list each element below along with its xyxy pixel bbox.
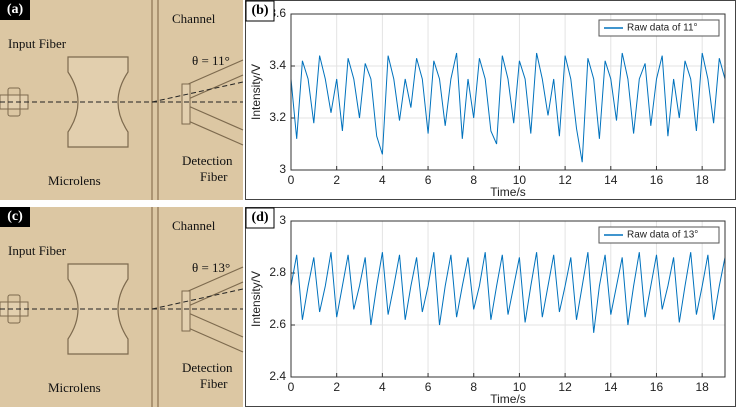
microlens-label: Microlens (48, 173, 101, 188)
x-tick-label: 8 (470, 380, 477, 394)
x-axis-label: Time/s (490, 185, 526, 199)
x-tick-label: 4 (379, 173, 386, 187)
data-line (290, 252, 726, 333)
legend-label: Raw data of 11° (627, 23, 698, 34)
panel-label: (b) (251, 3, 268, 18)
y-tick-label: 3 (279, 162, 286, 176)
x-tick-label: 8 (470, 173, 477, 187)
y-axis-label: Intensity/V (249, 271, 263, 327)
legend-box (598, 19, 720, 37)
x-tick-label: 6 (425, 173, 432, 187)
x-tick-label: 16 (650, 380, 664, 394)
panel-label-box (245, 0, 275, 22)
panel-label-box (245, 207, 275, 229)
input-fiber-label: Input Fiber (8, 36, 67, 51)
x-tick-label: 14 (604, 173, 618, 187)
y-tick-label: 3 (279, 213, 286, 227)
photo-panel: (a) Input Fiber Channel θ = 11° Microlen… (0, 0, 244, 201)
microlens-label: Microlens (48, 380, 101, 395)
y-tick-label: 3.2 (269, 110, 286, 124)
x-tick-label: 16 (650, 173, 664, 187)
x-tick-label: 12 (558, 380, 572, 394)
angle-label: θ = 13° (192, 260, 230, 275)
x-tick-label: 6 (425, 380, 432, 394)
chart: 0 2 4 6 8 10 12 14 16 18 2.4 2.6 2.8 3 Raw data of 13°… (245, 207, 736, 407)
x-tick-label: 2 (333, 173, 340, 187)
x-tick-label: 18 (695, 173, 709, 187)
x-tick-label: 14 (604, 380, 618, 394)
plot-area (291, 14, 725, 170)
plot-area (291, 221, 725, 377)
data-line (290, 52, 726, 163)
panel-label-box (0, 0, 30, 20)
legend-box (598, 226, 720, 244)
detection-fiber-label: Detection (182, 153, 233, 168)
x-tick-label: 2 (333, 380, 340, 394)
channel-label: Channel (172, 218, 216, 233)
x-tick-label: 0 (288, 173, 295, 187)
detection-fiber-label: Fiber (200, 169, 228, 184)
photo-panel: (c) Input Fiber Channel θ = 13° Microlen… (0, 206, 244, 408)
panel-label: (a) (7, 2, 24, 17)
legend-label: Raw data of 13° (627, 230, 698, 241)
axes-frame (290, 13, 726, 171)
angle-label: θ = 11° (192, 53, 230, 68)
x-tick-label: 0 (288, 380, 295, 394)
x-tick-label: 4 (379, 380, 386, 394)
panel-label: (c) (7, 209, 23, 224)
x-tick-label: 10 (513, 173, 527, 187)
axes-frame (290, 220, 726, 378)
x-tick-label: 18 (695, 380, 709, 394)
panel-label: (d) (251, 210, 268, 225)
y-axis-label: Intensity/V (249, 64, 263, 120)
y-tick-label: 2.8 (269, 265, 286, 279)
x-tick-label: 12 (558, 173, 572, 187)
input-fiber-label: Input Fiber (8, 243, 67, 258)
x-axis-label: Time/s (490, 392, 526, 406)
x-tick-label: 10 (513, 380, 527, 394)
y-tick-label: 2.4 (269, 369, 286, 383)
y-tick-label: 2.6 (269, 317, 286, 331)
y-tick-label: 3.4 (269, 58, 286, 72)
detection-fiber-label: Detection (182, 360, 233, 375)
panel-label-box (0, 207, 30, 227)
detection-fiber-label: Fiber (200, 376, 228, 391)
channel-label: Channel (172, 11, 216, 26)
